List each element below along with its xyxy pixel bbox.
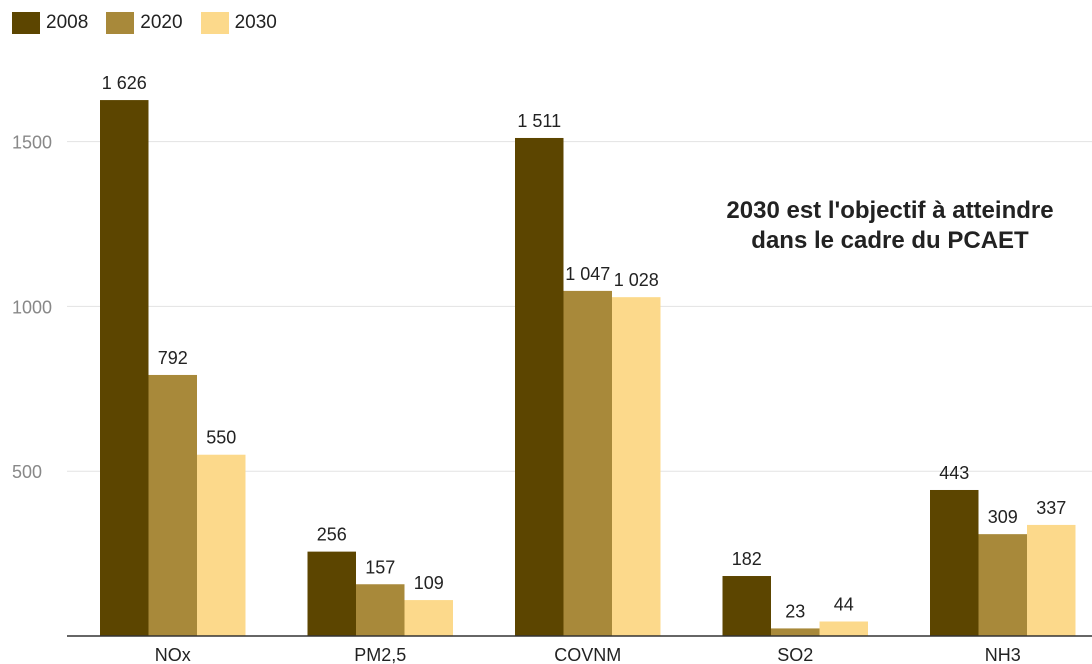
x-tick-label-pm25: PM2,5: [354, 645, 406, 664]
data-label-so2-2020: 23: [785, 601, 805, 621]
x-tick-label-so2: SO2: [777, 645, 813, 664]
data-label-covnm-2020: 1 047: [565, 264, 610, 284]
legend-swatch-2030: [200, 12, 229, 34]
annotation-line-1: 2030 est l'objectif à atteindre: [726, 197, 1054, 224]
legend-label-2008: 2008: [46, 12, 89, 33]
data-label-pm25-2008: 256: [317, 525, 347, 545]
bar-so2-2008: [722, 576, 771, 636]
bar-nox-2020: [148, 374, 197, 636]
y-tick-label-1500: 1500: [12, 133, 52, 153]
bar-nh3-2020: [978, 534, 1027, 636]
data-label-so2-2008: 182: [732, 549, 762, 569]
bar-so2-2020: [771, 628, 820, 636]
data-label-nox-2030: 550: [206, 428, 236, 448]
bar-so2-2030: [819, 621, 868, 636]
bar-covnm-2008: [515, 137, 564, 636]
data-label-nh3-2030: 337: [1036, 498, 1066, 518]
bar-nox-2030: [197, 454, 246, 636]
legend-label-2030: 2030: [234, 12, 277, 33]
legend-item-2030: 2030: [200, 12, 277, 34]
chart-annotation: 2030 est l'objectif à atteindre dans le …: [690, 196, 1090, 256]
data-label-covnm-2030: 1 028: [614, 270, 659, 290]
legend: 2008 2020 2030: [12, 12, 277, 34]
bar-pm25-2008: [307, 551, 356, 636]
x-tick-label-nh3: NH3: [985, 645, 1021, 664]
bar-pm25-2020: [356, 584, 405, 636]
data-label-so2-2030: 44: [834, 594, 854, 614]
data-label-nh3-2008: 443: [939, 463, 969, 483]
data-label-nox-2008: 1 626: [102, 73, 147, 93]
legend-swatch-2008: [12, 12, 40, 34]
bar-pm25-2030: [404, 600, 453, 636]
bar-nh3-2030: [1027, 524, 1076, 636]
annotation-line-2: dans le cadre du PCAET: [751, 227, 1029, 254]
y-tick-label-500: 500: [12, 462, 42, 482]
bar-nh3-2008: [930, 489, 979, 636]
y-tick-label-1000: 1000: [12, 297, 52, 317]
bar-covnm-2030: [612, 297, 661, 636]
legend-item-2020: 2020: [106, 12, 183, 34]
legend-item-2008: 2008: [12, 12, 88, 34]
legend-swatch-2020: [106, 12, 135, 34]
bar-nox-2008: [100, 100, 149, 637]
legend-label-2020: 2020: [140, 12, 183, 33]
data-label-pm25-2020: 157: [365, 557, 395, 577]
data-label-covnm-2008: 1 511: [517, 111, 561, 131]
x-tick-label-nox: NOx: [155, 645, 191, 664]
data-label-pm25-2030: 109: [414, 573, 444, 593]
x-tick-label-covnm: COVNM: [554, 645, 621, 664]
bar-covnm-2020: [563, 290, 612, 636]
data-label-nox-2020: 792: [158, 348, 188, 368]
data-label-nh3-2020: 309: [988, 507, 1018, 527]
